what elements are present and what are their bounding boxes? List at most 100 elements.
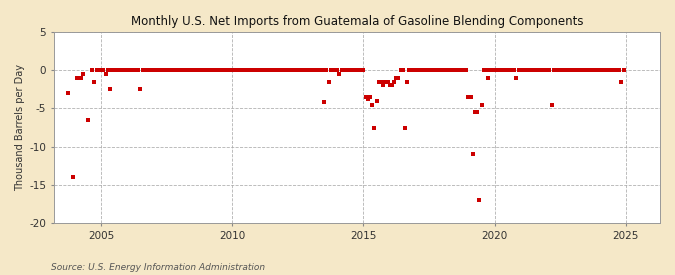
Point xyxy=(398,68,408,72)
Point xyxy=(491,68,502,72)
Point xyxy=(354,68,364,72)
Point xyxy=(308,68,319,72)
Point xyxy=(463,95,474,99)
Point xyxy=(336,68,347,72)
Point xyxy=(229,68,240,72)
Point xyxy=(297,68,308,72)
Point xyxy=(581,68,592,72)
Point xyxy=(579,68,590,72)
Point xyxy=(371,98,382,103)
Point xyxy=(566,68,576,72)
Point xyxy=(511,76,522,80)
Point xyxy=(325,68,336,72)
Point xyxy=(369,125,380,130)
Point xyxy=(608,68,618,72)
Point xyxy=(251,68,262,72)
Point xyxy=(539,68,550,72)
Point xyxy=(406,68,417,72)
Point xyxy=(479,68,489,72)
Point xyxy=(524,68,535,72)
Point xyxy=(222,68,233,72)
Point xyxy=(253,68,264,72)
Point xyxy=(128,68,139,72)
Point xyxy=(323,79,334,84)
Point xyxy=(362,97,373,101)
Point xyxy=(419,68,430,72)
Point xyxy=(358,68,369,72)
Point xyxy=(310,68,321,72)
Point xyxy=(170,68,181,72)
Point xyxy=(393,76,404,80)
Point xyxy=(382,79,393,84)
Point xyxy=(542,68,553,72)
Point xyxy=(119,68,130,72)
Point xyxy=(290,68,301,72)
Point xyxy=(548,68,559,72)
Point xyxy=(367,102,377,107)
Point xyxy=(586,68,597,72)
Point xyxy=(135,87,146,92)
Point xyxy=(376,79,387,84)
Point xyxy=(181,68,192,72)
Point xyxy=(63,91,74,95)
Point xyxy=(518,68,529,72)
Point xyxy=(408,68,419,72)
Point xyxy=(472,110,483,114)
Point xyxy=(356,68,367,72)
Point xyxy=(555,68,566,72)
Point xyxy=(560,68,570,72)
Point xyxy=(603,68,614,72)
Point xyxy=(78,72,89,76)
Point xyxy=(553,68,564,72)
Point xyxy=(306,68,317,72)
Point xyxy=(443,68,454,72)
Point xyxy=(435,68,446,72)
Point xyxy=(146,68,157,72)
Point xyxy=(186,68,196,72)
Point xyxy=(155,68,165,72)
Point xyxy=(82,118,93,122)
Point xyxy=(535,68,546,72)
Point xyxy=(386,83,397,88)
Point xyxy=(502,68,513,72)
Point xyxy=(163,68,174,72)
Point xyxy=(225,68,236,72)
Point xyxy=(87,68,98,72)
Point xyxy=(345,68,356,72)
Point xyxy=(601,68,612,72)
Point xyxy=(389,79,400,84)
Point xyxy=(115,68,126,72)
Point xyxy=(562,68,572,72)
Point xyxy=(292,68,303,72)
Point xyxy=(360,95,371,99)
Point xyxy=(426,68,437,72)
Point xyxy=(400,125,410,130)
Point xyxy=(98,68,109,72)
Point xyxy=(474,198,485,202)
Point xyxy=(514,68,524,72)
Point xyxy=(258,68,269,72)
Point xyxy=(214,68,225,72)
Point xyxy=(255,68,266,72)
Point xyxy=(583,68,594,72)
Point xyxy=(122,68,133,72)
Point xyxy=(220,68,231,72)
Point xyxy=(100,72,111,76)
Point xyxy=(137,68,148,72)
Point xyxy=(94,68,105,72)
Point xyxy=(461,68,472,72)
Point xyxy=(430,68,441,72)
Point xyxy=(570,68,581,72)
Point xyxy=(124,68,135,72)
Point xyxy=(232,68,242,72)
Point xyxy=(227,68,238,72)
Point xyxy=(516,68,526,72)
Point xyxy=(317,68,327,72)
Point xyxy=(424,68,435,72)
Point xyxy=(246,68,257,72)
Point xyxy=(151,68,161,72)
Point xyxy=(205,68,216,72)
Point xyxy=(200,68,211,72)
Point xyxy=(244,68,255,72)
Point xyxy=(107,68,117,72)
